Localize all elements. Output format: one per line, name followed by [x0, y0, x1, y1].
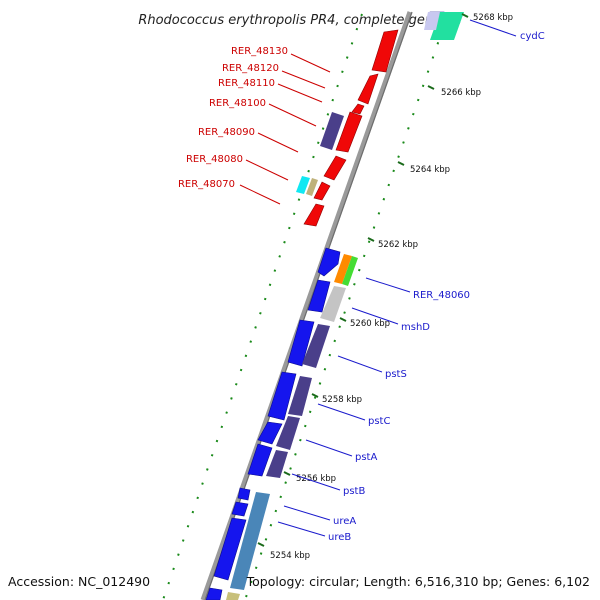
- gene-block: [247, 443, 273, 477]
- map-title: Rhodococcus erythropolis PR4, complete g…: [138, 13, 461, 28]
- kbp-label: 5268 kbp: [473, 13, 513, 23]
- gene-label: RER_48090: [198, 127, 255, 138]
- kbp-label: 5264 kbp: [410, 165, 450, 175]
- gene-block: [287, 319, 315, 367]
- pathway-block: [266, 450, 288, 478]
- pathway-block: [320, 112, 344, 150]
- gene-block: [303, 203, 325, 227]
- kbp-label: 5262 kbp: [378, 240, 418, 250]
- pathway-block: [288, 376, 312, 416]
- gene-label: RER_48070: [178, 179, 235, 190]
- gene-block: [313, 181, 331, 201]
- gene-block: [307, 279, 331, 313]
- gene-block: [205, 587, 223, 600]
- gene-block: [231, 501, 249, 517]
- gene-label: pstB: [343, 486, 365, 497]
- gene-label: RER_48060: [413, 290, 470, 301]
- forward-strand-cds: [205, 11, 445, 600]
- gene-label: RER_48080: [186, 154, 243, 165]
- orange-block: [334, 254, 352, 284]
- green-block: [342, 256, 358, 286]
- cydC-block: [430, 12, 464, 40]
- kbp-label: 5256 kbp: [296, 474, 336, 484]
- gene-block: [335, 111, 363, 153]
- gene-label: RER_48130: [231, 46, 288, 57]
- gene-block: [267, 371, 297, 421]
- cyan-block: [296, 176, 310, 194]
- gene-label: RER_48100: [209, 98, 266, 109]
- kbp-ticks: [257, 13, 469, 547]
- gene-block: [213, 517, 247, 581]
- gene-block: [237, 487, 251, 501]
- gene-block: [323, 155, 347, 181]
- tan-block: [306, 178, 318, 196]
- gene-block: [317, 247, 341, 277]
- gene-label: RER_48110: [218, 78, 275, 89]
- grey-block: [320, 286, 346, 322]
- gene-label: pstA: [355, 452, 377, 463]
- gene-label: pstS: [385, 369, 407, 380]
- right-gene-labels: cydC RER_48060 mshD pstS pstC pstA pstB …: [328, 31, 545, 543]
- gene-block: [357, 73, 379, 105]
- tan-block: [226, 592, 240, 600]
- topology-text: Topology: circular; Length: 6,516,310 bp…: [246, 574, 590, 589]
- kbp-label: 5258 kbp: [322, 395, 362, 405]
- gene-label: mshD: [401, 322, 430, 333]
- kbp-label: 5254 kbp: [270, 551, 310, 561]
- inner-tick-track: [244, 13, 449, 600]
- pathway-block: [302, 324, 330, 368]
- gene-block: [257, 421, 283, 445]
- left-leader-lines: [239, 53, 331, 205]
- pathway-block: [276, 416, 300, 450]
- reverse-strand-cds: [303, 29, 399, 227]
- gene-label: ureA: [333, 516, 356, 527]
- gene-label: RER_48120: [222, 63, 279, 74]
- right-leader-lines: [277, 19, 517, 537]
- gene-label: pstC: [368, 416, 390, 427]
- kbp-label: 5266 kbp: [441, 88, 481, 98]
- kbp-label: 5260 kbp: [350, 319, 390, 329]
- gene-label: ureB: [328, 532, 351, 543]
- gene-block: [371, 29, 399, 73]
- left-gene-labels: RER_48130 RER_48120 RER_48110 RER_48100 …: [178, 46, 288, 190]
- accession-text: Accession: NC_012490: [8, 574, 150, 589]
- rna-block: [424, 12, 440, 30]
- urease-block: [230, 492, 270, 590]
- kbp-labels: 5254 kbp 5256 kbp 5258 kbp 5260 kbp 5262…: [270, 13, 513, 561]
- gene-block: [351, 103, 365, 115]
- other-features: [226, 12, 464, 600]
- gene-label: cydC: [520, 31, 545, 42]
